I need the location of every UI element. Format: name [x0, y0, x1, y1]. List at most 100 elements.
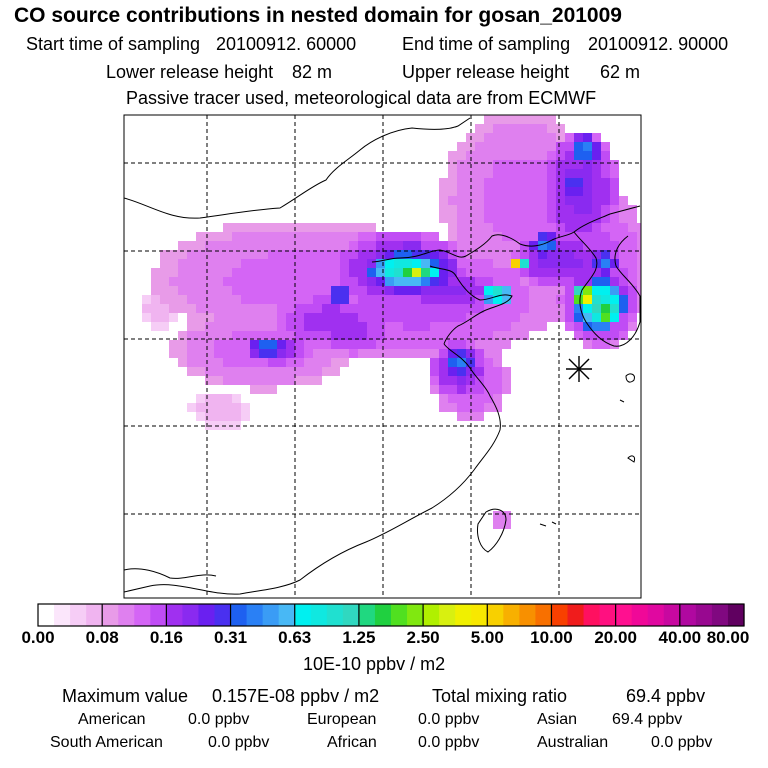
concentration-cell: [268, 259, 277, 268]
concentration-cell: [367, 232, 376, 241]
concentration-cell: [232, 322, 241, 331]
concentration-cell: [187, 331, 196, 340]
concentration-cell: [565, 295, 574, 304]
concentration-cell: [628, 223, 637, 232]
concentration-cell: [214, 304, 223, 313]
concentration-cell: [394, 331, 403, 340]
concentration-cell: [529, 178, 538, 187]
concentration-cell: [457, 403, 466, 412]
concentration-cell: [439, 187, 448, 196]
total-mixing-label: Total mixing ratio: [432, 686, 568, 706]
concentration-cell: [277, 304, 286, 313]
concentration-cell: [484, 187, 493, 196]
concentration-cell: [493, 349, 502, 358]
concentration-cell: [493, 511, 502, 520]
concentration-cell: [457, 232, 466, 241]
concentration-cell: [601, 142, 610, 151]
concentration-cell: [331, 331, 340, 340]
concentration-cell: [502, 205, 511, 214]
concentration-cell: [169, 340, 178, 349]
concentration-cell: [484, 142, 493, 151]
concentration-cell: [484, 178, 493, 187]
concentration-cell: [448, 358, 457, 367]
concentration-cell: [430, 358, 439, 367]
concentration-cell: [367, 349, 376, 358]
concentration-cell: [592, 160, 601, 169]
concentration-cell: [376, 313, 385, 322]
concentration-cell: [331, 295, 340, 304]
concentration-cell: [412, 250, 421, 259]
concentration-cell: [367, 322, 376, 331]
concentration-cell: [385, 250, 394, 259]
concentration-cell: [385, 259, 394, 268]
concentration-cell: [403, 250, 412, 259]
concentration-cell: [394, 286, 403, 295]
concentration-cell: [439, 394, 448, 403]
concentration-cell: [493, 304, 502, 313]
concentration-cell: [268, 286, 277, 295]
concentration-cell: [619, 313, 628, 322]
concentration-cell: [457, 322, 466, 331]
concentration-cell: [223, 340, 232, 349]
concentration-cell: [484, 151, 493, 160]
concentration-cell: [520, 187, 529, 196]
concentration-cell: [295, 241, 304, 250]
concentration-cell: [322, 232, 331, 241]
concentration-cell: [637, 304, 641, 313]
concentration-cell: [529, 205, 538, 214]
concentration-cell: [466, 403, 475, 412]
concentration-cell: [376, 250, 385, 259]
concentration-cell: [421, 295, 430, 304]
concentration-cell: [439, 259, 448, 268]
concentration-cell: [457, 331, 466, 340]
concentration-cell: [421, 241, 430, 250]
concentration-cell: [349, 259, 358, 268]
concentration-cell: [448, 151, 457, 160]
concentration-cell: [475, 160, 484, 169]
concentration-cell: [268, 232, 277, 241]
concentration-cell: [475, 304, 484, 313]
concentration-cell: [151, 277, 160, 286]
concentration-cell: [574, 142, 583, 151]
concentration-cell: [493, 268, 502, 277]
concentration-cell: [448, 367, 457, 376]
concentration-cell: [205, 322, 214, 331]
concentration-cell: [313, 340, 322, 349]
concentration-cell: [151, 304, 160, 313]
concentration-cell: [556, 196, 565, 205]
concentration-cell: [637, 232, 641, 241]
concentration-cell: [556, 160, 565, 169]
concentration-cell: [304, 376, 313, 385]
concentration-cell: [385, 286, 394, 295]
concentration-cell: [610, 196, 619, 205]
concentration-cell: [628, 277, 637, 286]
concentration-cell: [601, 196, 610, 205]
concentration-cell: [160, 304, 169, 313]
concentration-cell: [601, 232, 610, 241]
concentration-cell: [376, 331, 385, 340]
concentration-cell: [610, 250, 619, 259]
concentration-cell: [331, 268, 340, 277]
concentration-cell: [412, 259, 421, 268]
concentration-cell: [286, 286, 295, 295]
concentration-cell: [466, 340, 475, 349]
concentration-cell: [358, 295, 367, 304]
concentration-cell: [340, 295, 349, 304]
concentration-cell: [628, 286, 637, 295]
concentration-cell: [601, 268, 610, 277]
concentration-cell: [304, 304, 313, 313]
concentration-cell: [223, 286, 232, 295]
concentration-cell: [223, 295, 232, 304]
concentration-cell: [610, 160, 619, 169]
concentration-cell: [178, 358, 187, 367]
concentration-cell: [241, 277, 250, 286]
concentration-cell: [160, 322, 169, 331]
concentration-cell: [322, 331, 331, 340]
coastline-islands: [539, 399, 625, 527]
concentration-cell: [304, 286, 313, 295]
concentration-cell: [277, 250, 286, 259]
concentration-cell: [358, 250, 367, 259]
concentration-cell: [322, 313, 331, 322]
concentration-cell: [520, 259, 529, 268]
concentration-cell: [142, 304, 151, 313]
